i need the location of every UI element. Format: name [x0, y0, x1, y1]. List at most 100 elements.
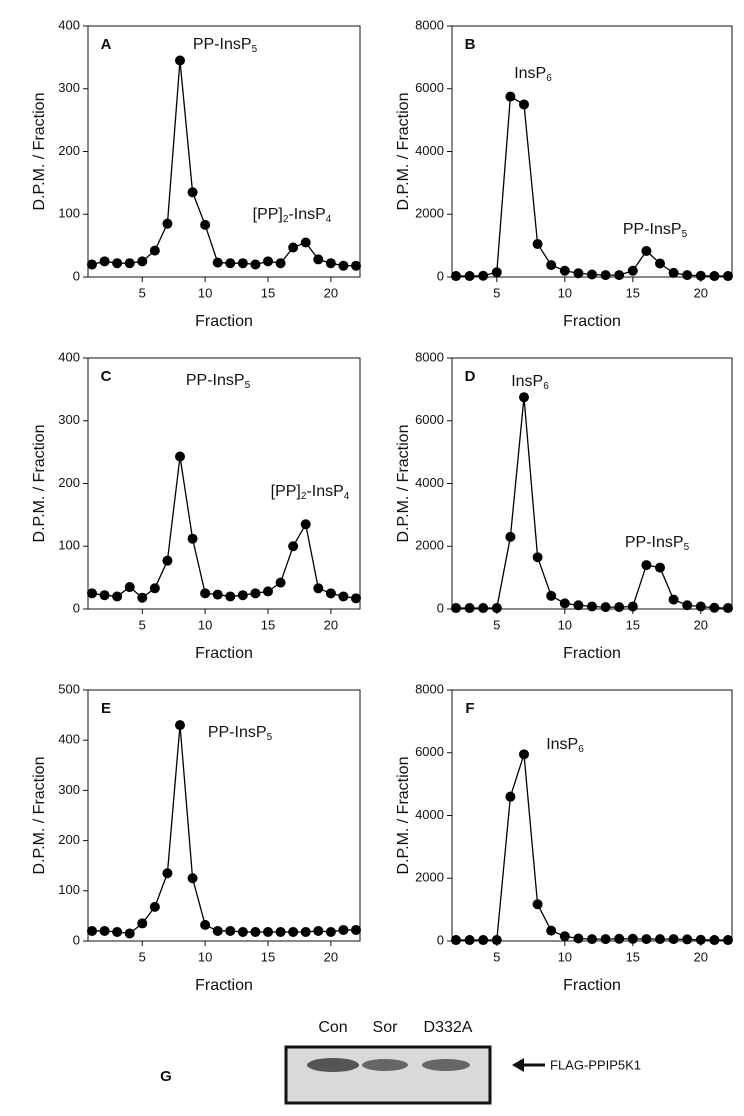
data-point — [546, 260, 557, 271]
x-tick-label: 5 — [139, 617, 146, 632]
data-point — [682, 270, 693, 281]
y-tick-label: 300 — [58, 412, 80, 427]
x-tick-label: 10 — [198, 285, 212, 300]
plot-frame — [451, 689, 733, 942]
data-point — [275, 926, 286, 937]
panel-label: E — [101, 700, 111, 717]
data-point — [325, 588, 336, 599]
data-point — [200, 919, 211, 930]
y-tick-label: 8000 — [415, 681, 444, 696]
y-tick-label: 100 — [58, 538, 80, 553]
lane-label: Sor — [373, 1019, 399, 1036]
data-point — [600, 934, 611, 945]
panel-label: B — [465, 36, 476, 53]
panel-label: G — [160, 1068, 172, 1085]
x-tick-label: 5 — [139, 949, 146, 964]
data-point — [505, 791, 516, 802]
data-point — [263, 926, 273, 937]
data-point — [175, 55, 185, 66]
annotation: InsP6 — [546, 736, 584, 754]
plot-frame — [87, 25, 361, 278]
blot-band — [422, 1059, 470, 1071]
lane-label: Con — [318, 1019, 347, 1036]
data-point — [175, 720, 185, 731]
y-tick-label: 6000 — [415, 412, 444, 427]
y-tick-label: 0 — [73, 932, 80, 947]
data-point — [546, 925, 557, 936]
x-axis-label: Fraction — [195, 977, 253, 994]
y-axis-label: D.P.M. / Fraction — [31, 93, 48, 211]
data-point — [338, 591, 349, 602]
data-point — [451, 603, 461, 614]
annotation: [PP]2-InsP4 — [253, 206, 332, 224]
y-tick-label: 4000 — [415, 807, 444, 822]
x-tick-label: 20 — [324, 949, 338, 964]
data-point — [300, 237, 311, 248]
x-tick-label: 20 — [324, 617, 338, 632]
annotation: PP-InsP5 — [623, 221, 688, 239]
data-point — [212, 925, 223, 936]
data-point — [187, 873, 198, 884]
data-point — [491, 267, 502, 278]
y-tick-label: 0 — [437, 268, 444, 283]
x-tick-label: 10 — [558, 617, 572, 632]
data-point — [112, 591, 123, 602]
data-point — [149, 901, 160, 912]
x-tick-label: 5 — [493, 949, 500, 964]
data-point — [668, 594, 679, 605]
y-tick-label: 300 — [58, 80, 80, 95]
data-point — [288, 926, 299, 937]
data-point — [288, 541, 299, 552]
annotation: PP-InsP5 — [625, 534, 690, 552]
data-point — [478, 270, 489, 281]
x-tick-label: 15 — [261, 285, 275, 300]
data-point — [505, 531, 516, 542]
data-point — [99, 925, 110, 936]
data-point — [532, 899, 543, 910]
y-tick-label: 0 — [437, 600, 444, 615]
x-tick-label: 10 — [198, 617, 212, 632]
x-tick-label: 5 — [139, 285, 146, 300]
data-point — [641, 934, 652, 945]
data-point — [162, 868, 173, 879]
data-point — [491, 603, 502, 614]
y-tick-label: 6000 — [415, 80, 444, 95]
data-point — [200, 219, 211, 230]
data-point — [451, 935, 461, 946]
data-point — [149, 583, 160, 594]
data-point — [313, 583, 324, 594]
y-tick-label: 2000 — [415, 538, 444, 553]
data-point — [627, 601, 638, 612]
data-point — [723, 935, 733, 946]
plot-frame — [87, 689, 361, 942]
y-tick-label: 300 — [58, 782, 80, 797]
data-point — [464, 935, 475, 946]
data-point — [300, 519, 311, 530]
data-point — [532, 552, 543, 563]
annotation: InsP6 — [514, 65, 552, 83]
y-tick-label: 200 — [58, 143, 80, 158]
data-point — [200, 588, 211, 599]
blot-band — [362, 1059, 408, 1071]
data-point — [124, 258, 135, 269]
data-point — [225, 258, 236, 269]
y-tick-label: 4000 — [415, 143, 444, 158]
panel-label: A — [101, 36, 112, 53]
data-point — [137, 918, 148, 929]
data-point — [250, 926, 261, 937]
data-point — [614, 933, 625, 944]
data-point — [641, 245, 652, 256]
data-line — [91, 456, 357, 599]
y-tick-label: 500 — [58, 681, 80, 696]
panel-label: C — [101, 368, 112, 385]
data-point — [723, 603, 733, 614]
data-point — [237, 258, 248, 269]
data-point — [300, 926, 311, 937]
data-point — [351, 924, 361, 935]
y-axis-label: D.P.M. / Fraction — [395, 425, 412, 543]
y-tick-label: 8000 — [415, 17, 444, 32]
data-point — [655, 258, 665, 269]
data-point — [695, 934, 706, 945]
data-point — [99, 256, 110, 267]
data-point — [464, 603, 475, 614]
